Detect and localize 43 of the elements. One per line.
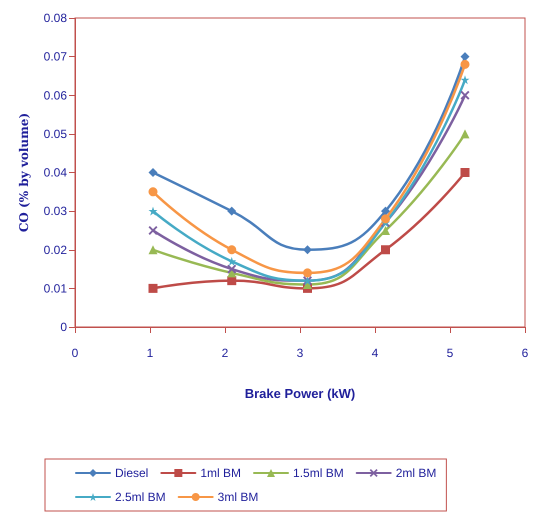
point xyxy=(460,75,470,84)
point xyxy=(227,245,236,254)
legend-label: Diesel xyxy=(115,466,148,480)
point xyxy=(460,129,470,138)
y-tick-label: 0.03 xyxy=(44,204,68,218)
x-tick-label: 2 xyxy=(222,346,229,360)
x-tick-label: 5 xyxy=(446,346,454,360)
point xyxy=(227,256,236,266)
legend-label: 3ml BM xyxy=(218,490,258,504)
y-tick-label: 0.07 xyxy=(44,50,68,64)
y-tick-label: 0.06 xyxy=(44,88,68,102)
point xyxy=(303,245,312,254)
point xyxy=(303,268,312,278)
point xyxy=(381,214,390,224)
y-tick-label: 0.04 xyxy=(44,166,68,180)
x-tick-label: 6 xyxy=(522,346,529,360)
point xyxy=(148,284,158,293)
legend-label: 2ml BM xyxy=(396,466,436,480)
point xyxy=(148,187,158,196)
point xyxy=(460,90,470,100)
y-axis-title: CO (% by volume) xyxy=(17,112,31,232)
y-tick-label: 0.02 xyxy=(44,242,68,257)
legend-label: 2.5ml BM xyxy=(115,490,166,504)
legend-label: 1.5ml BM xyxy=(293,466,344,480)
y-tick-label: 0.08 xyxy=(44,11,68,25)
point xyxy=(148,226,158,235)
point xyxy=(460,60,470,69)
point xyxy=(227,206,236,216)
legend-label: 1ml BM xyxy=(200,466,242,480)
point xyxy=(148,245,158,254)
point xyxy=(148,168,158,177)
point xyxy=(381,245,390,254)
x-tick-label: 0 xyxy=(72,346,79,360)
point xyxy=(148,206,158,216)
y-tick-label: 0 xyxy=(60,320,68,334)
point xyxy=(227,264,236,274)
x-tick-label: 4 xyxy=(372,346,379,360)
x-tick-label: 1 xyxy=(146,346,154,360)
x-tick-label: 3 xyxy=(296,346,304,360)
point xyxy=(460,168,470,177)
y-tick-label: 0.01 xyxy=(44,281,68,296)
x-axis-title: Brake Power (kW) xyxy=(244,386,356,401)
y-tick-label: 0.05 xyxy=(44,126,68,141)
